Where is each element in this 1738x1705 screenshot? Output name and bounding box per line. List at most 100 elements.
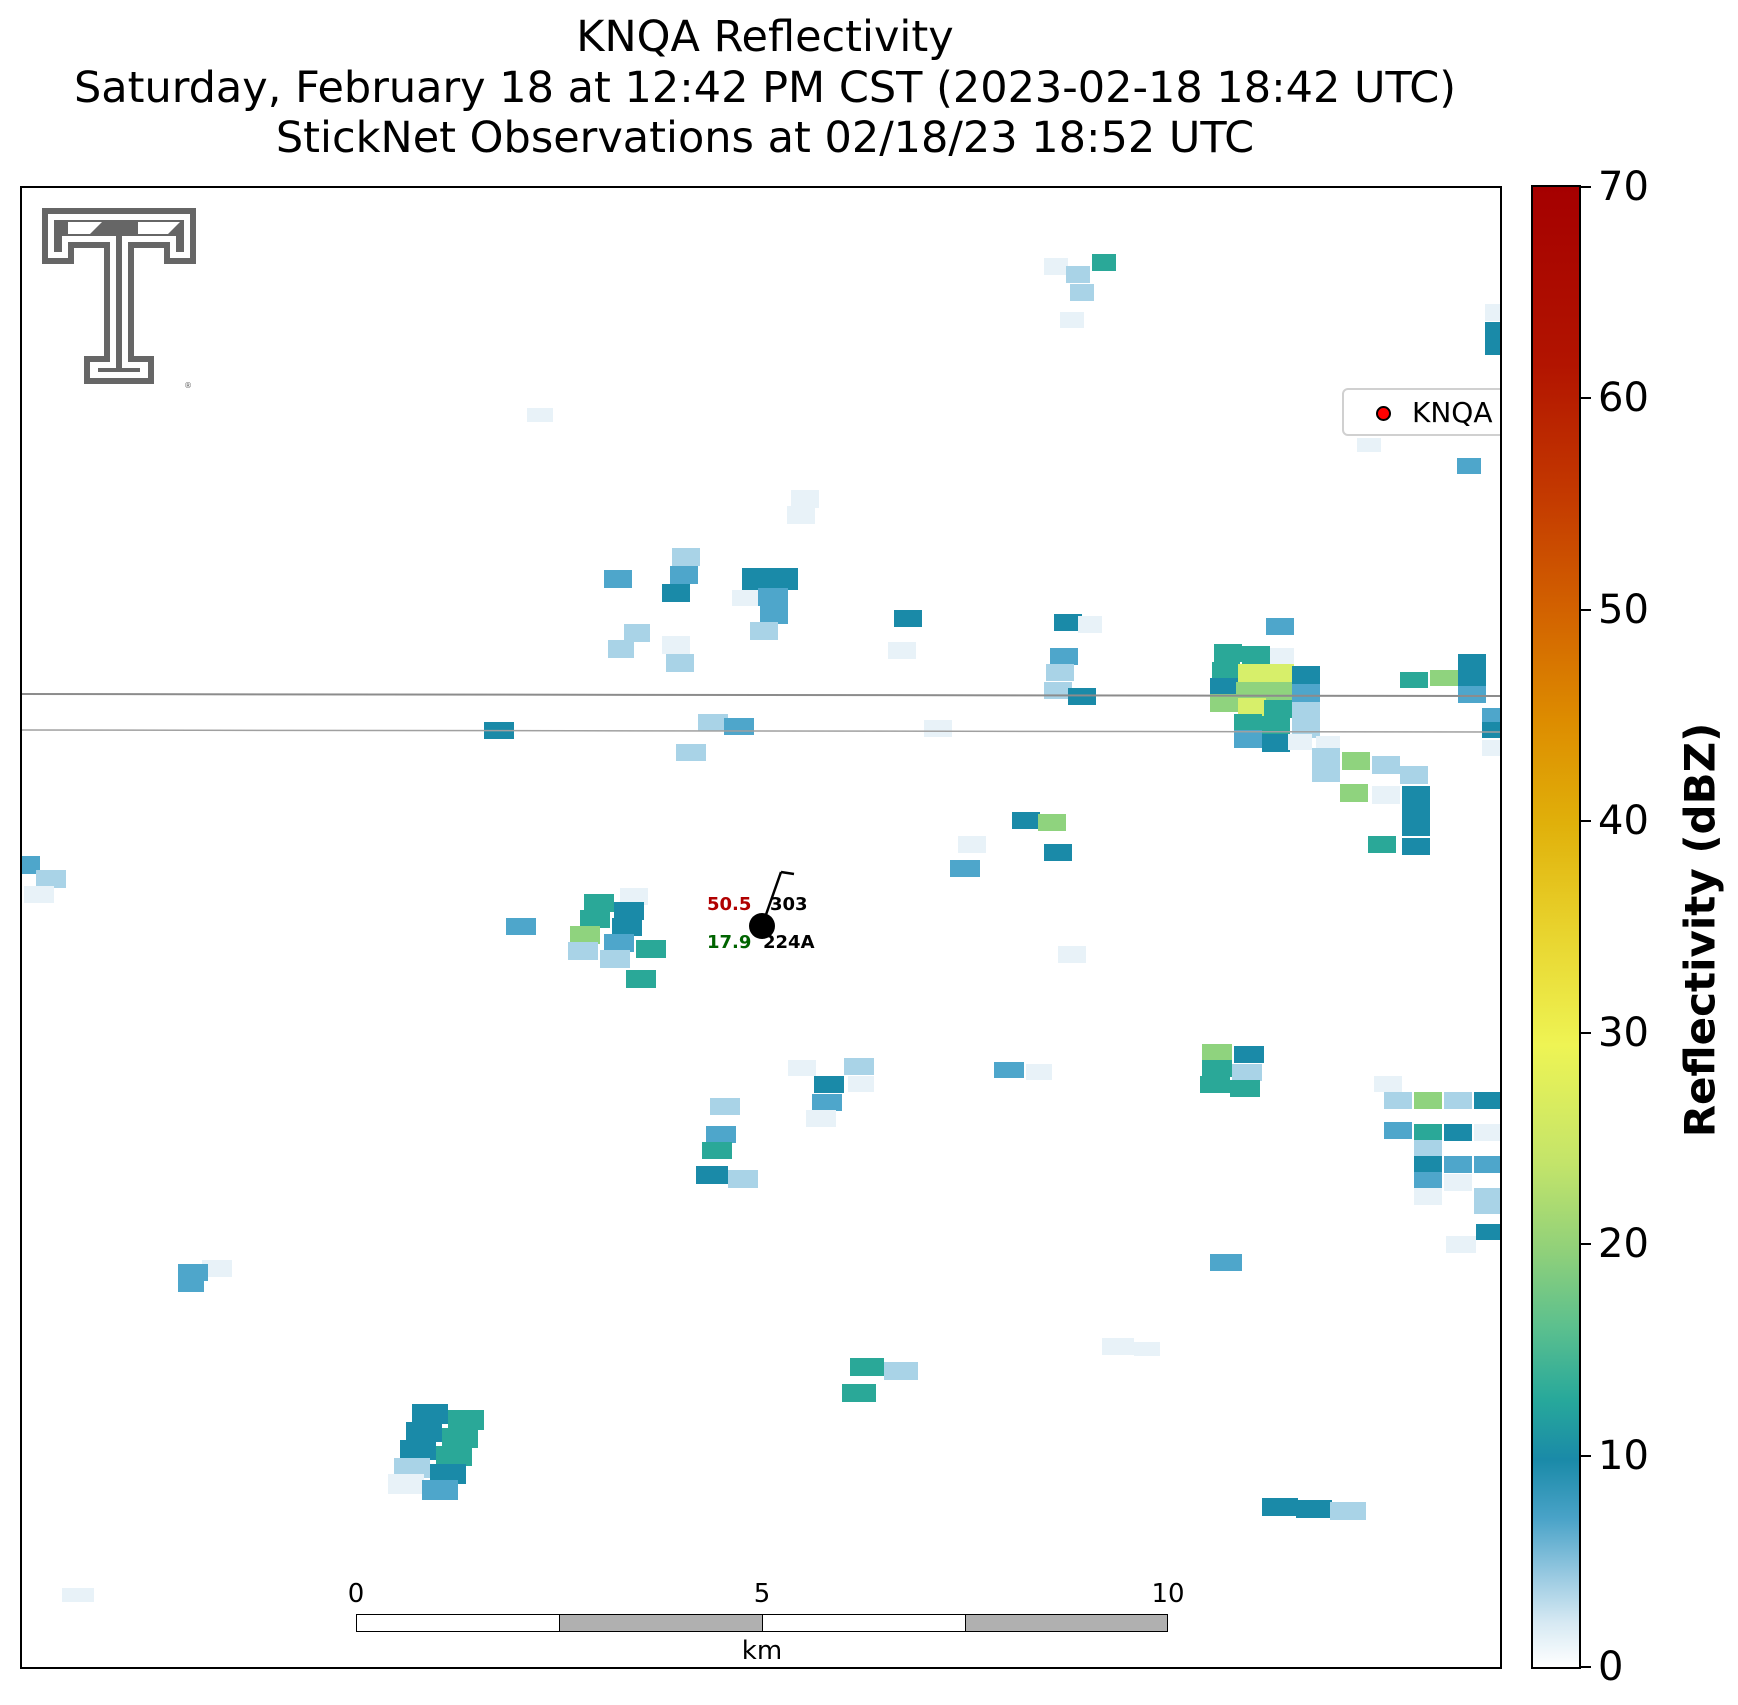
reflectivity-gate (1262, 734, 1290, 752)
reflectivity-gate (1214, 644, 1242, 662)
reflectivity-gate (706, 1126, 736, 1143)
reflectivity-gate (1474, 1198, 1500, 1214)
reflectivity-gate (448, 1410, 484, 1430)
colorbar-tick-label: 30 (1598, 1009, 1649, 1056)
reflectivity-gate (570, 926, 600, 944)
reflectivity-gate (1444, 1156, 1472, 1173)
reflectivity-gate (1474, 1156, 1500, 1173)
reflectivity-gate (1050, 648, 1078, 665)
station-pressure: 303 (770, 894, 808, 915)
reflectivity-gate (1292, 720, 1320, 738)
reflectivity-gate (1210, 678, 1238, 696)
reflectivity-gate (436, 1446, 472, 1466)
reflectivity-gate (1266, 664, 1294, 682)
reflectivity-gate (1482, 740, 1500, 756)
reflectivity-gate (1234, 1046, 1264, 1063)
reflectivity-gate (1414, 1156, 1442, 1173)
reflectivity-gate (1044, 844, 1072, 861)
reflectivity-gate (636, 940, 666, 958)
reflectivity-gate (842, 1384, 876, 1402)
reflectivity-gate (676, 744, 706, 761)
reflectivity-gate (1266, 618, 1294, 635)
reflectivity-gate (1312, 748, 1340, 766)
reflectivity-gate (506, 918, 536, 935)
reflectivity-gate (1238, 698, 1266, 716)
reflectivity-gate (1234, 714, 1262, 732)
reflectivity-gate (388, 1474, 424, 1494)
reflectivity-gate (430, 1464, 466, 1484)
colorbar-tick-label: 20 (1598, 1221, 1649, 1268)
reflectivity-gate (1288, 734, 1312, 750)
reflectivity-gate (1446, 1236, 1476, 1253)
reflectivity-gate (178, 1264, 208, 1281)
station-dewpoint: 17.9 (707, 932, 752, 953)
reflectivity-gates (22, 254, 1500, 1602)
reflectivity-gate (1485, 322, 1500, 339)
title-line-1: KNQA Reflectivity (576, 12, 954, 62)
colorbar-tick-mark (1581, 608, 1591, 611)
reflectivity-gate (1357, 438, 1381, 452)
reflectivity-gate (1342, 752, 1370, 770)
reflectivity-gate (1402, 838, 1430, 855)
radar-map[interactable]: ® KNQA 50.5 303 17.9 224A (20, 186, 1502, 1669)
reflectivity-gate (788, 1060, 816, 1076)
legend-label: KNQA (1412, 396, 1493, 429)
reflectivity-gate (950, 860, 980, 877)
reflectivity-gate (24, 886, 54, 903)
reflectivity-gate (1044, 682, 1072, 699)
scalebar-segment (762, 1614, 966, 1632)
reflectivity-gate (584, 894, 614, 912)
svg-text:®: ® (184, 381, 192, 390)
reflectivity-gate (1414, 1140, 1442, 1157)
reflectivity-gate (1402, 802, 1430, 820)
reflectivity-gate (1060, 312, 1084, 328)
reflectivity-gate (1384, 1092, 1412, 1109)
reflectivity-gate (666, 654, 694, 672)
reflectivity-gate (1264, 682, 1292, 700)
reflectivity-gate (1414, 1172, 1442, 1189)
reflectivity-gate (394, 1458, 430, 1478)
reflectivity-gate (202, 1260, 232, 1277)
reflectivity-gate (36, 870, 66, 888)
reflectivity-gate (1092, 254, 1116, 271)
reflectivity-gate (662, 584, 690, 602)
reflectivity-gate (724, 718, 754, 735)
reflectivity-gate (1485, 304, 1500, 321)
texas-tech-logo: ® (42, 208, 196, 390)
reflectivity-gate (1236, 682, 1264, 700)
reflectivity-gate (670, 566, 698, 584)
reflectivity-gate (1384, 1122, 1412, 1139)
colorbar-tick-label: 70 (1598, 164, 1649, 210)
reflectivity-gate (1212, 662, 1240, 680)
reflectivity-gate (1068, 688, 1096, 705)
reflectivity-gate (1238, 664, 1266, 682)
reflectivity-gate (662, 636, 690, 654)
reflectivity-gate (850, 1358, 884, 1376)
reflectivity-gate (1292, 702, 1320, 720)
reflectivity-gate (422, 1480, 458, 1500)
reflectivity-gate (1066, 266, 1090, 283)
reflectivity-gate (1485, 338, 1500, 355)
reflectivity-gate (884, 1362, 918, 1380)
colorbar-tick-label: 0 (1598, 1644, 1624, 1690)
reflectivity-gate (1340, 784, 1368, 802)
station-temperature: 50.5 (707, 894, 752, 915)
reflectivity-gate (580, 910, 610, 928)
reflectivity-gate (1210, 694, 1238, 712)
reflectivity-gate (1046, 664, 1074, 681)
reflectivity-gate (924, 720, 952, 737)
reflectivity-gate (787, 506, 815, 524)
reflectivity-gate (1374, 1076, 1402, 1092)
radar-map-canvas: ® (22, 208, 1500, 1602)
reflectivity-gate (1200, 1076, 1230, 1093)
reflectivity-gate (1134, 1342, 1160, 1356)
boundary-line (22, 729, 1500, 733)
boundary-line (22, 693, 1500, 697)
reflectivity-gate (1414, 1188, 1442, 1205)
reflectivity-gate (614, 902, 644, 920)
reflectivity-gate (710, 1098, 740, 1115)
reflectivity-gate (728, 1170, 758, 1188)
reflectivity-gate (1402, 818, 1430, 836)
scalebar-segment (559, 1614, 763, 1632)
station-marker[interactable] (749, 913, 775, 939)
